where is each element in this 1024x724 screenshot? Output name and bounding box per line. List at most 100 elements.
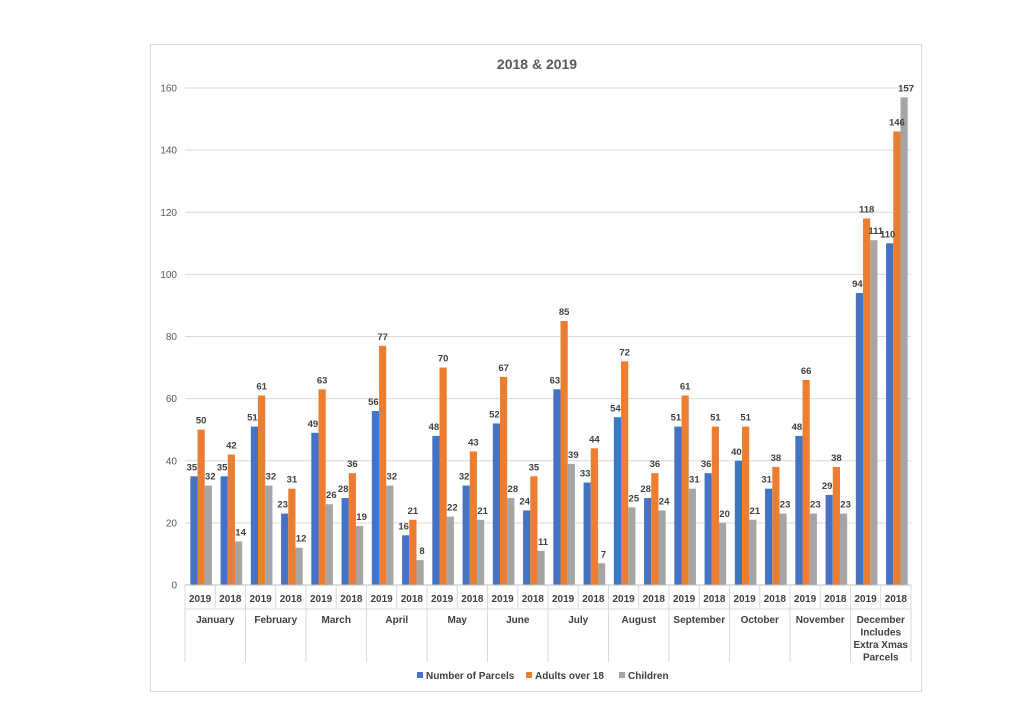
legend-entry: Number of Parcels <box>426 671 515 682</box>
y-tick-label: 160 <box>160 84 177 95</box>
x-month-label: April <box>385 615 408 626</box>
x-year-label: 2018 <box>643 594 666 605</box>
data-label: 28 <box>338 484 349 495</box>
legend-swatch <box>526 672 532 678</box>
data-label: 85 <box>559 307 570 318</box>
bar <box>613 417 622 585</box>
bar <box>500 376 508 585</box>
legend-swatch <box>619 672 625 678</box>
bar <box>628 507 636 585</box>
x-year-label: 2019 <box>673 594 696 605</box>
bar <box>718 522 727 585</box>
bar <box>711 426 719 585</box>
data-label: 118 <box>859 204 874 215</box>
data-label: 7 <box>601 549 606 560</box>
bars <box>190 97 908 586</box>
x-year-label: 2019 <box>189 594 212 605</box>
bar <box>704 473 712 585</box>
data-label: 77 <box>377 332 388 343</box>
chart-title: 2018 & 2019 <box>497 56 577 72</box>
data-label: 63 <box>550 375 561 386</box>
x-month-label: November <box>796 615 845 626</box>
data-label: 50 <box>196 416 207 427</box>
x-month-label: March <box>322 615 351 626</box>
x-year-label: 2018 <box>219 594 242 605</box>
x-month-label: December <box>857 615 905 626</box>
data-label: 94 <box>852 279 863 290</box>
data-label: 110 <box>880 229 895 240</box>
x-year-label: 2019 <box>552 594 575 605</box>
x-year-label: 2019 <box>734 594 757 605</box>
data-label: 61 <box>256 382 267 393</box>
bar <box>439 367 447 585</box>
bar <box>772 466 780 585</box>
bar <box>469 451 477 585</box>
bar <box>839 513 848 585</box>
legend-entry: Adults over 18 <box>535 671 604 682</box>
bar <box>825 494 833 585</box>
data-label: 39 <box>568 450 579 461</box>
x-year-label: 2018 <box>824 594 847 605</box>
data-label: 52 <box>489 409 500 420</box>
y-tick-label: 140 <box>160 146 177 157</box>
data-label: 70 <box>438 354 449 365</box>
data-label: 67 <box>498 363 509 374</box>
x-month-label: Extra Xmas <box>854 640 909 651</box>
x-year-label: 2018 <box>703 594 726 605</box>
bar <box>870 240 878 586</box>
data-label: 21 <box>750 506 761 517</box>
data-label: 56 <box>368 397 379 408</box>
bar <box>325 504 333 585</box>
bar <box>553 389 561 585</box>
data-label: 31 <box>287 475 298 486</box>
bar <box>621 361 629 585</box>
y-tick-label: 120 <box>160 208 177 219</box>
data-label: 32 <box>387 472 398 483</box>
bar <box>900 97 908 585</box>
data-label: 32 <box>459 472 470 483</box>
bar <box>855 293 864 585</box>
bar <box>893 131 901 586</box>
x-month-label: Includes <box>860 628 901 639</box>
legend: Number of Parcels Adults over 18 Children <box>417 671 669 682</box>
bar <box>742 426 750 585</box>
x-year-label: 2018 <box>340 594 363 605</box>
data-label: 157 <box>898 83 914 94</box>
bar <box>658 510 666 585</box>
bar <box>583 482 591 585</box>
x-year-label: 2018 <box>280 594 303 605</box>
bar <box>688 488 696 585</box>
bar <box>379 345 387 585</box>
x-month-label: September <box>673 615 725 626</box>
bar <box>567 463 575 585</box>
bar <box>234 541 243 585</box>
data-label: 23 <box>810 500 821 511</box>
data-label: 23 <box>780 500 791 511</box>
bar <box>265 485 273 585</box>
x-year-label: 2018 <box>582 594 605 605</box>
bar <box>681 395 689 585</box>
data-label: 32 <box>205 472 216 483</box>
bar <box>832 466 840 585</box>
bar <box>190 476 198 585</box>
bar <box>809 513 817 585</box>
x-year-label: 2019 <box>855 594 878 605</box>
bar <box>250 426 259 585</box>
bar <box>409 519 417 585</box>
bar <box>590 448 598 585</box>
y-tick-label: 0 <box>171 581 177 592</box>
data-label: 111 <box>868 226 884 237</box>
data-label: 23 <box>840 500 851 511</box>
bar <box>281 513 289 585</box>
data-label: 21 <box>408 506 419 517</box>
bar <box>402 535 410 585</box>
data-label: 146 <box>889 117 905 128</box>
bar <box>318 389 326 585</box>
data-label: 48 <box>792 422 803 433</box>
x-month-label: February <box>254 615 297 626</box>
data-label: 51 <box>247 413 258 424</box>
data-label: 38 <box>831 453 842 464</box>
data-label: 35 <box>187 462 198 473</box>
x-year-label: 2018 <box>522 594 545 605</box>
x-year-label: 2019 <box>794 594 817 605</box>
